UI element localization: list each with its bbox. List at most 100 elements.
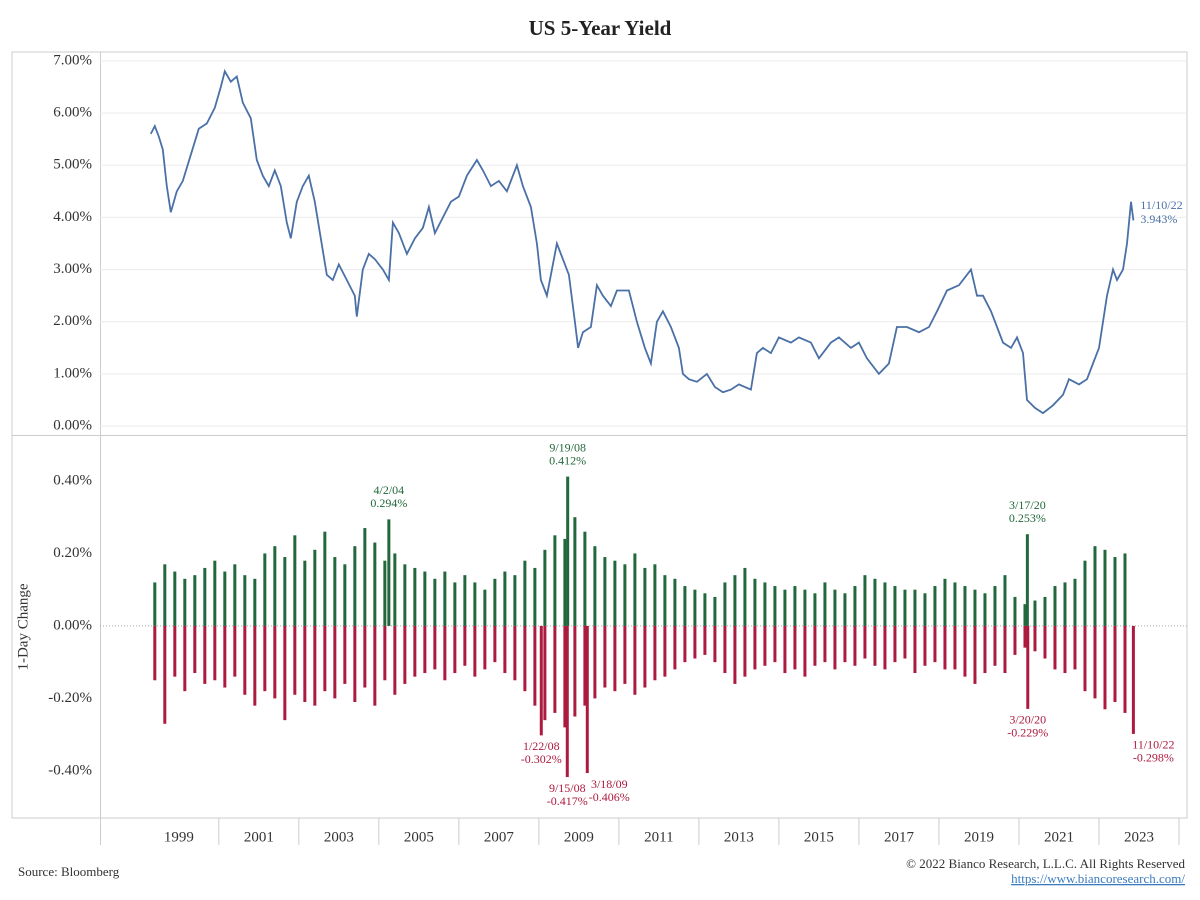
bar [453,625,457,674]
bar [513,575,517,626]
bar [293,625,297,695]
bar [733,575,737,626]
copyright: © 2022 Bianco Research, L.L.C. All Right… [906,856,1185,871]
bar [773,586,777,626]
bar [1033,600,1037,626]
annotation-date: 1/22/08 [523,739,560,753]
bar [1013,596,1017,626]
bar [273,625,277,699]
bar [473,582,477,626]
annotation-value: -0.229% [1007,726,1048,740]
bar [483,625,487,670]
bar [303,560,307,626]
bar [613,625,617,692]
bar [973,589,977,626]
annotated-bar [1026,625,1030,709]
bar [523,625,527,692]
bar [693,625,697,659]
bar [393,625,397,695]
x-tick-label: 2005 [404,829,434,845]
bar [313,625,317,706]
bar [1043,596,1047,626]
x-tick-label: 1999 [164,829,194,845]
annotation-value: 0.253% [1009,511,1046,525]
bar [303,625,307,703]
bar [543,549,547,626]
y-tick-label: 1.00% [53,365,92,381]
bar [603,557,607,626]
bar [913,589,917,626]
bar [333,557,337,626]
bar [1103,549,1107,626]
bar [443,571,447,626]
bar [233,564,237,626]
bar [833,625,837,670]
y-tick-label: 0.00% [53,418,92,434]
bar [423,625,427,674]
bar [183,578,187,626]
bar [1093,625,1097,699]
bar [863,625,867,659]
bar [723,582,727,626]
bar [673,578,677,626]
bar [343,625,347,684]
bar [413,567,417,626]
chart-title: US 5-Year Yield [529,16,672,40]
bar [363,625,367,688]
x-tick-label: 2009 [564,829,594,845]
bar [653,564,657,626]
annotation-date: 4/2/04 [374,483,405,497]
bar [903,589,907,626]
bar [1013,625,1017,655]
bar [933,625,937,663]
bar [1083,625,1087,692]
bar [343,564,347,626]
bar [713,596,717,626]
bar [853,625,857,666]
bar [783,589,787,626]
bar [563,538,567,626]
bar [873,578,877,626]
bar [1053,586,1057,626]
y-tick-label: 0.00% [53,617,92,633]
bar [683,625,687,663]
bar [163,564,167,626]
bar [323,625,327,692]
bar [723,625,727,674]
bar [373,542,377,626]
bar [353,546,357,626]
bar [823,625,827,663]
bar [323,531,327,626]
bar [673,625,677,670]
bar [983,593,987,626]
bar [173,625,177,677]
bar [753,625,757,670]
bar [383,560,387,626]
bar [263,625,267,692]
annotated-bar [539,625,543,736]
bar [543,625,547,721]
bar [623,625,627,684]
bar [1033,625,1037,652]
bar [1023,625,1027,648]
x-tick-label: 2015 [804,829,834,845]
bar [813,625,817,666]
annotated-bar [566,476,570,626]
bar [643,567,647,626]
bar [953,625,957,670]
bar [223,571,227,626]
bar [523,560,527,626]
bar [923,625,927,666]
bar [393,553,397,626]
annotated-bar [1131,625,1135,734]
bar [573,625,577,717]
bar [453,582,457,626]
bar [243,575,247,626]
bar [1073,625,1077,670]
bar [593,546,597,626]
annotation-value: -0.302% [521,752,562,766]
url[interactable]: https://www.biancoresearch.com/ [1011,871,1185,886]
bar [283,557,287,626]
bar [843,625,847,663]
